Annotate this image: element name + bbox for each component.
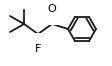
- Text: F: F: [35, 44, 41, 54]
- Text: O: O: [48, 4, 56, 14]
